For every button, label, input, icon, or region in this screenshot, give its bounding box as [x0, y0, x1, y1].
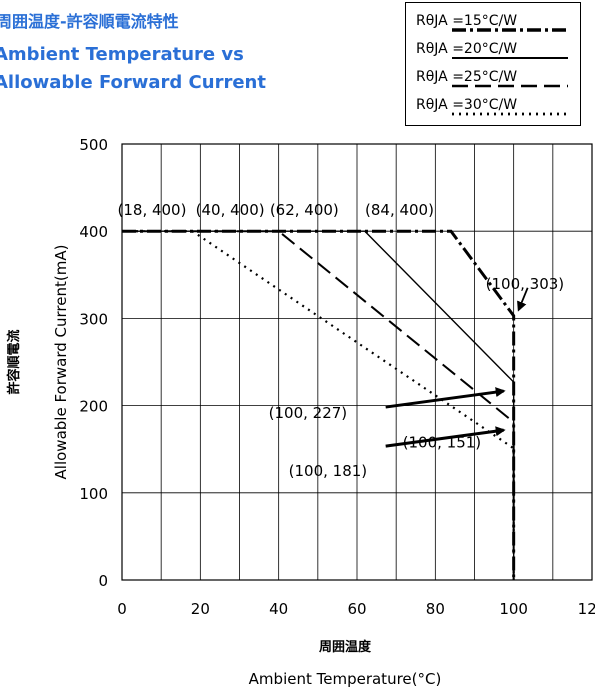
x-tick-label: 0 — [117, 600, 127, 618]
legend-label: RθJA =15°C/W — [416, 13, 517, 29]
series-line-4 — [122, 230, 515, 580]
x-tick-label: 20 — [191, 600, 210, 618]
chart-title-jp: 周囲温度-許容順電流特性 — [0, 12, 179, 31]
series-line-1 — [122, 229, 516, 580]
y-axis-label-jp: 許容順電流 — [6, 329, 22, 394]
annotation-label: (100, 181) — [289, 462, 368, 480]
chart-title-en-line1: Ambient Temperature vs — [0, 44, 244, 65]
annotation-label: (62, 400) — [270, 201, 339, 219]
y-tick-label: 200 — [79, 398, 108, 416]
series-line-3 — [122, 230, 515, 580]
annotation-label: (100, 151) — [403, 433, 482, 451]
y-tick-label: 0 — [98, 572, 108, 590]
x-tick-label: 40 — [269, 600, 288, 618]
annotation-label: (18, 400) — [118, 201, 187, 219]
y-tick-label: 500 — [79, 136, 108, 154]
x-axis-label: Ambient Temperature(°C) — [249, 670, 442, 688]
annotation-label: (100, 227) — [269, 404, 348, 422]
annotation-label: (100, 303) — [486, 275, 565, 293]
x-tick-label: 120 — [578, 600, 595, 618]
x-axis-label-jp: 周囲温度 — [319, 639, 372, 655]
plot-frame — [121, 143, 593, 581]
y-tick-label: 300 — [79, 310, 108, 328]
chart-title-en-line2: Allowable Forward Current — [0, 72, 266, 93]
x-tick-label: 60 — [347, 600, 366, 618]
legend-label: RθJA =25°C/W — [416, 69, 517, 85]
annotation-label: (40, 400) — [196, 201, 265, 219]
legend: RθJA =15°C/W RθJA =20°C/W RθJA =25°C/W RθJA… — [405, 2, 581, 126]
annotation-label: (84, 400) — [365, 201, 434, 219]
x-tick-label: 100 — [499, 600, 528, 618]
arrow-181 — [385, 426, 506, 448]
arrow-303 — [517, 287, 529, 312]
x-tick-label: 80 — [426, 600, 445, 618]
arrow-227 — [385, 387, 506, 409]
y-tick-label: 100 — [79, 485, 108, 503]
y-tick-label: 400 — [79, 223, 108, 241]
legend-label: RθJA =30°C/W — [416, 97, 517, 113]
y-axis-label: Allowable Forward Current(mA) — [52, 245, 70, 480]
legend-label: RθJA =20°C/W — [416, 41, 517, 57]
